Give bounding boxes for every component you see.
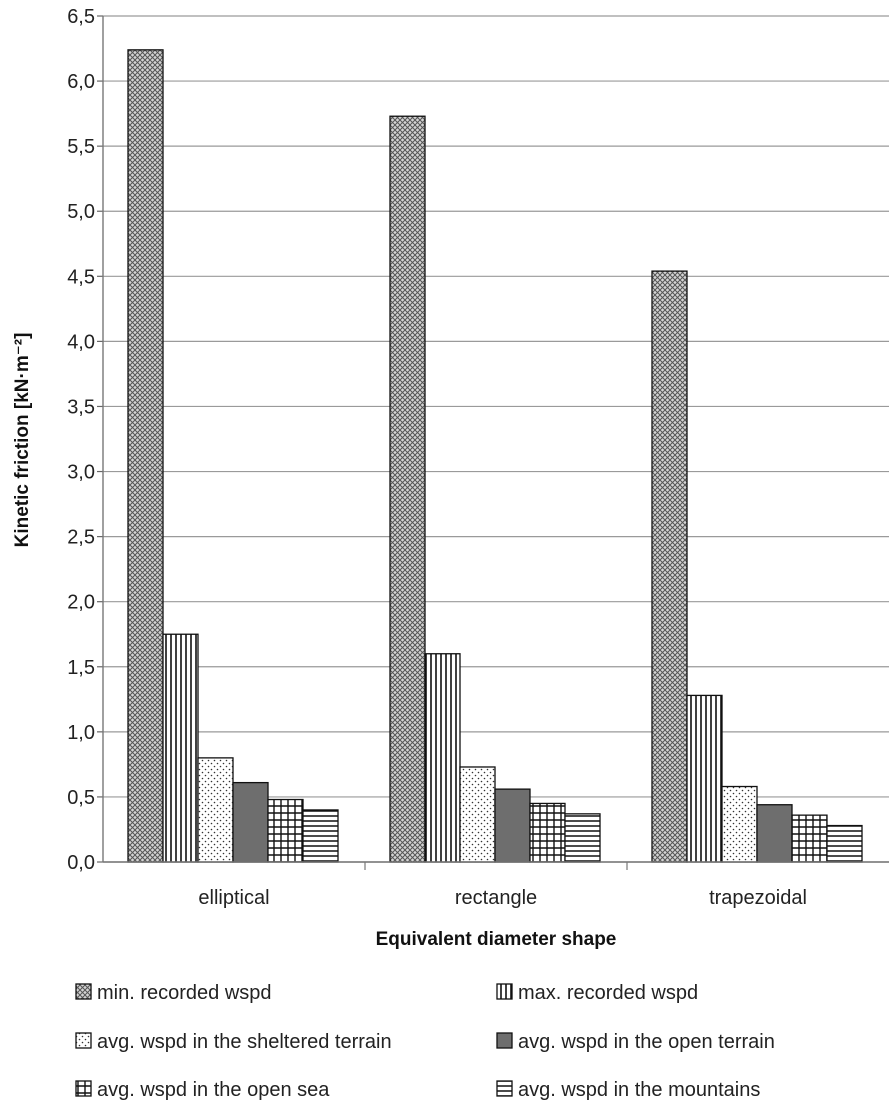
y-tick-label: 2,0 (67, 592, 95, 614)
legend-entry: min. recorded wspd (97, 982, 272, 1004)
x-category-label: elliptical (198, 887, 269, 909)
y-tick-label: 5,0 (67, 201, 95, 223)
y-tick-label: 1,5 (67, 657, 95, 679)
x-axis-categories: elliptical rectangle trapezoidal (198, 887, 807, 909)
bar (232, 781, 269, 863)
y-tick-label: 3,5 (67, 396, 95, 418)
x-category-label: trapezoidal (709, 887, 807, 909)
y-axis-title: Kinetic friction [kN·m⁻²] (12, 333, 33, 548)
legend: min. recorded wspd max. recorded wspd avg.… (75, 982, 775, 1101)
y-tick-label: 3,0 (67, 462, 95, 484)
legend-entry: max. recorded wspd (518, 982, 698, 1004)
legend-entry: avg. wspd in the open terrain (518, 1031, 775, 1053)
legend-swatch (75, 983, 92, 1000)
x-category-label: rectangle (455, 887, 537, 909)
legend-swatch (75, 1080, 92, 1097)
legend-swatch (496, 1032, 513, 1049)
y-axis-ticks: 0,0 0,5 1,0 1,5 2,0 2,5 3,0 3,5 4,0 4,5 5,0 5,5 6,0 6… (67, 6, 103, 874)
bar (459, 766, 496, 863)
bar (424, 653, 461, 863)
y-tick-label: 6,5 (67, 6, 95, 28)
y-tick-label: 2,5 (67, 527, 95, 549)
legend-swatch (496, 1080, 513, 1097)
legend-swatch (75, 1032, 92, 1049)
gridlines (103, 15, 889, 863)
y-tick-label: 5,5 (67, 136, 95, 158)
bar (127, 49, 164, 863)
y-tick-label: 4,0 (67, 331, 95, 353)
bar (721, 785, 758, 863)
bar (529, 802, 566, 863)
bars (127, 49, 863, 863)
y-tick-label: 6,0 (67, 71, 95, 93)
legend-entry: avg. wspd in the open sea (97, 1079, 330, 1101)
bar (197, 757, 234, 863)
legend-entry: avg. wspd in the sheltered terrain (97, 1031, 392, 1053)
bar (494, 788, 531, 863)
bar (267, 798, 304, 863)
y-tick-label: 0,5 (67, 787, 95, 809)
bar (791, 814, 828, 863)
y-tick-label: 4,5 (67, 266, 95, 288)
bar (651, 270, 688, 863)
x-axis-title: Equivalent diameter shape (376, 929, 617, 950)
legend-swatch (496, 983, 513, 1000)
bar (389, 115, 426, 863)
bar (564, 813, 601, 863)
bar (686, 694, 723, 863)
axes (102, 16, 889, 870)
legend-entry: avg. wspd in the mountains (518, 1079, 760, 1101)
bar (756, 804, 793, 863)
bar (302, 809, 339, 863)
y-tick-label: 0,0 (67, 852, 95, 874)
y-tick-label: 1,0 (67, 722, 95, 744)
bar (162, 633, 199, 863)
bar (826, 824, 863, 863)
